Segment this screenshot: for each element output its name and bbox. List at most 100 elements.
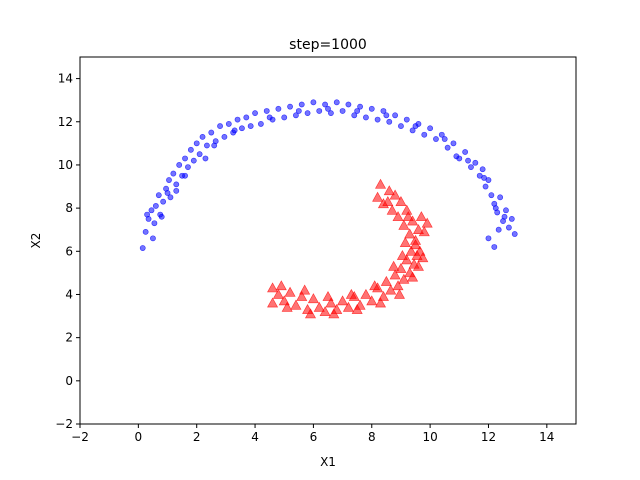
blue-circle-point xyxy=(427,125,434,132)
red-triangle-point xyxy=(290,299,302,310)
red-triangle-point xyxy=(404,228,416,239)
red-triangle-point xyxy=(396,249,408,260)
blue-circle-point xyxy=(257,121,264,127)
blue-circle-point xyxy=(357,103,363,110)
red-triangle-point xyxy=(382,196,394,206)
blue-circle-point xyxy=(170,170,177,177)
red-triangle-point xyxy=(375,178,387,189)
blue-circle-point xyxy=(398,123,404,129)
blue-circle-point xyxy=(151,220,158,227)
blue-circle-point xyxy=(497,194,504,201)
red-triangle-point xyxy=(281,301,293,312)
red-triangle-point xyxy=(418,226,430,237)
blue-circle-point xyxy=(239,125,245,132)
points-layer xyxy=(139,99,518,319)
y-tick-label: 2 xyxy=(65,331,73,345)
blue-circle-point xyxy=(505,224,512,231)
blue-circle-point xyxy=(196,151,203,158)
blue-circle-point xyxy=(333,99,340,106)
blue-circle-point xyxy=(247,123,254,129)
red-triangle-point xyxy=(299,284,311,295)
red-triangle-point xyxy=(313,301,325,312)
blue-circle-point xyxy=(495,226,502,233)
red-triangle-point xyxy=(412,224,424,235)
red-triangle-point xyxy=(398,273,410,284)
blue-circle-point xyxy=(403,116,410,123)
blue-circle-point xyxy=(351,112,358,119)
red-triangle-point xyxy=(267,297,279,308)
axis-ticks: −2 0 2 4 6 8 10 12 14 −2 0 2 4 6 8 10 12 14 xyxy=(55,72,554,444)
blue-circle-point xyxy=(190,157,197,164)
red-triangle-point xyxy=(375,297,387,308)
blue-circle-point xyxy=(412,123,419,129)
blue-circle-point xyxy=(491,244,498,250)
blue-circle-point xyxy=(173,181,180,188)
blue-circle-point xyxy=(281,114,288,121)
blue-circle-point xyxy=(176,162,183,168)
y-tick-label: 14 xyxy=(58,72,73,86)
red-triangle-point xyxy=(272,288,284,299)
x-tick-label: 2 xyxy=(193,430,201,444)
blue-circle-point xyxy=(231,127,238,134)
blue-circle-point xyxy=(144,211,151,218)
red-triangle-point xyxy=(386,204,398,215)
blue-circle-point xyxy=(266,114,273,121)
y-tick-label: −2 xyxy=(55,417,73,431)
red-triangle-point xyxy=(322,291,334,301)
red-triangle-point xyxy=(325,297,337,308)
red-triangle-point xyxy=(392,211,404,222)
blue-circle-point xyxy=(433,136,439,142)
blue-circle-point xyxy=(380,108,387,114)
blue-circle-point xyxy=(142,228,149,235)
blue-circle-point xyxy=(386,118,393,125)
x-tick-label: 8 xyxy=(368,430,376,444)
x-tick-label: 6 xyxy=(310,430,318,444)
blue-circle-point xyxy=(492,205,499,212)
y-tick-label: 8 xyxy=(65,201,73,215)
red-triangle-point xyxy=(345,288,357,299)
blue-circle-point xyxy=(392,112,399,119)
blue-circle-point xyxy=(148,207,155,214)
blue-circle-point xyxy=(441,136,448,142)
blue-circle-point xyxy=(208,129,215,136)
red-triangle-point xyxy=(389,269,401,280)
blue-circle-point xyxy=(368,105,375,112)
red-triangle-point xyxy=(399,237,411,247)
blue-circle-point xyxy=(185,164,191,170)
x-tick-label: 4 xyxy=(251,430,259,444)
red-triangle-point xyxy=(337,295,349,306)
red-triangle-point xyxy=(284,286,296,297)
blue-circle-point xyxy=(481,174,487,181)
blue-circle-point xyxy=(158,213,165,220)
y-tick-label: 12 xyxy=(58,115,73,129)
blue-circle-point xyxy=(421,131,428,138)
red-triangle-point xyxy=(417,252,429,263)
blue-circle-point xyxy=(409,127,416,134)
red-triangle-point xyxy=(328,308,340,319)
red-triangle-point xyxy=(275,280,287,291)
blue-circle-point xyxy=(325,105,331,112)
blue-circle-point xyxy=(354,108,361,114)
blue-circle-point xyxy=(173,187,180,194)
red-triangle-point xyxy=(360,288,372,299)
blue-circle-point xyxy=(202,155,209,162)
blue-circle-point xyxy=(363,114,369,121)
blue-circle-point xyxy=(485,235,492,242)
blue-circle-point xyxy=(511,231,518,237)
red-triangle-point xyxy=(407,271,419,282)
x-tick-label: 10 xyxy=(422,430,437,444)
red-triangle-point xyxy=(402,211,414,222)
blue-circle-point xyxy=(444,144,451,151)
red-triangle-point xyxy=(304,308,317,319)
blue-circle-point xyxy=(150,235,156,242)
red-triangle-point xyxy=(380,275,392,286)
blue-circle-point xyxy=(345,101,352,108)
blue-circle-point xyxy=(328,110,334,117)
blue-circle-point xyxy=(221,133,228,140)
blue-circle-point xyxy=(211,142,218,149)
blue-circle-point xyxy=(225,121,232,127)
red-triangle-point xyxy=(398,219,410,230)
blue-circle-point xyxy=(450,140,457,147)
